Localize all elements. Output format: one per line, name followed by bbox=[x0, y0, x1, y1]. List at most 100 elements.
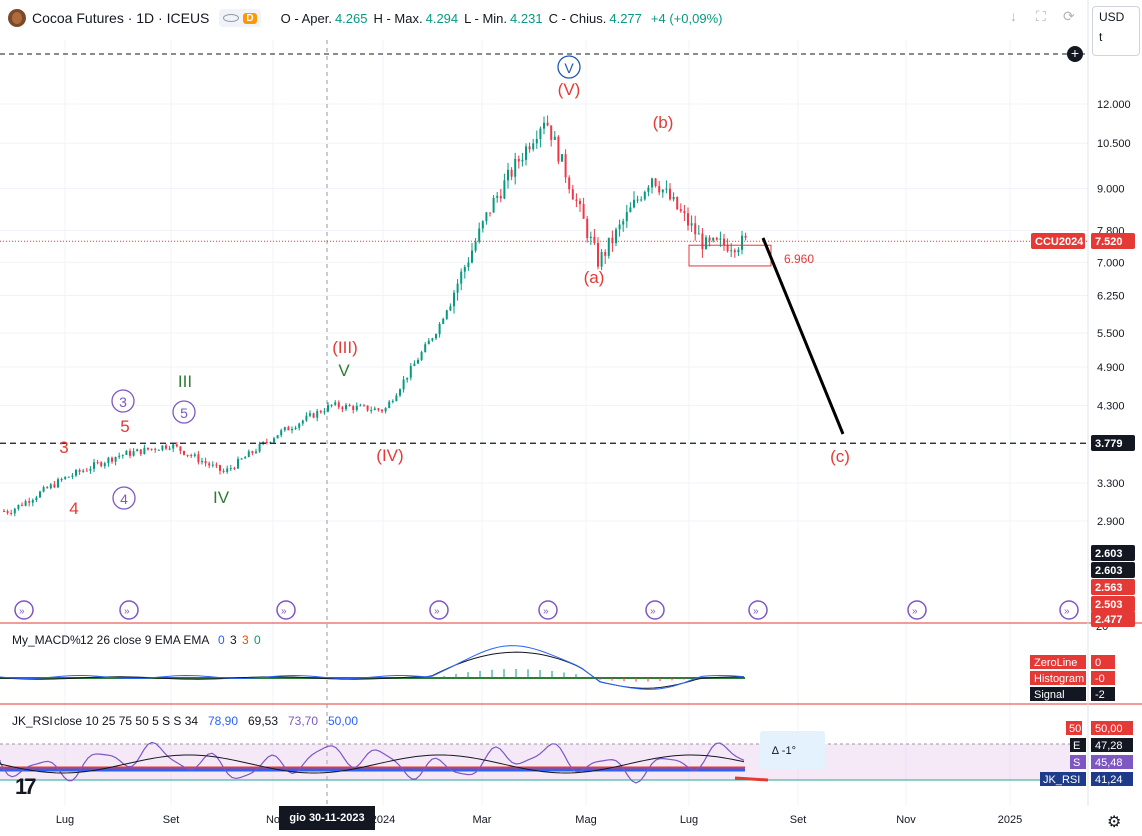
candle-body bbox=[255, 451, 257, 453]
candle-body bbox=[201, 461, 203, 463]
macd-legend-value-bg bbox=[1091, 687, 1115, 701]
candle-body bbox=[190, 455, 193, 457]
macd-value: 3 bbox=[242, 633, 249, 647]
candle-body bbox=[49, 484, 52, 489]
rsi-legend-name: 50 bbox=[1069, 723, 1081, 735]
rsi-legend-value: 47,28 bbox=[1095, 740, 1123, 752]
candle-body bbox=[579, 200, 581, 205]
price-label-bg bbox=[1031, 233, 1085, 249]
candle-body bbox=[532, 143, 535, 150]
replay-icon: » bbox=[281, 606, 287, 617]
price-axis: 12.00010.5009.0007.8007.0006.2505.5004.9… bbox=[1097, 99, 1131, 528]
wave-label-circle bbox=[172, 400, 196, 424]
price-tick-label: 10.500 bbox=[1097, 138, 1131, 150]
candle-body bbox=[442, 318, 445, 324]
candle-body bbox=[697, 233, 700, 235]
candle-body bbox=[618, 224, 621, 230]
rsi-legend-name-bg bbox=[1070, 755, 1086, 769]
currency-selector[interactable]: USD t bbox=[1092, 6, 1140, 56]
candle-body bbox=[489, 212, 491, 214]
candle-body bbox=[514, 158, 517, 177]
unit-value[interactable]: t bbox=[1099, 30, 1103, 44]
candle-body bbox=[647, 187, 650, 192]
rsi-legend-name-bg bbox=[1040, 772, 1086, 786]
candle-body bbox=[147, 447, 149, 450]
candle-body bbox=[226, 468, 229, 472]
candle-body bbox=[607, 237, 610, 256]
macd-pane: My_MACD%12 26 close 9 EMA EMA033020ZeroL… bbox=[0, 621, 1115, 701]
candle-body bbox=[355, 405, 358, 410]
candle-body bbox=[287, 427, 290, 431]
rsi-line bbox=[0, 741, 745, 784]
replay-icon: » bbox=[753, 606, 759, 617]
replay-icon: » bbox=[434, 606, 440, 617]
candle-body bbox=[733, 250, 736, 253]
wave-label: 4 bbox=[69, 499, 78, 518]
rsi-legend-name: S bbox=[1073, 757, 1080, 769]
price-tick-label: 5.500 bbox=[1097, 328, 1125, 340]
candle-body bbox=[17, 504, 20, 509]
candle-body bbox=[553, 136, 556, 140]
wave-label-circle bbox=[111, 389, 135, 413]
candle-body bbox=[309, 413, 311, 416]
macd-value: 3 bbox=[230, 633, 237, 647]
ohlc-key: L - Min. bbox=[464, 10, 508, 26]
wave-label: V bbox=[338, 361, 350, 380]
candle-body bbox=[744, 235, 747, 238]
candle-body bbox=[449, 306, 452, 311]
candle-body bbox=[129, 451, 131, 456]
candle-body bbox=[373, 408, 376, 411]
candle-body bbox=[193, 454, 196, 456]
candle-body bbox=[265, 441, 268, 443]
candle-body bbox=[78, 470, 81, 472]
fullscreen-icon[interactable]: ⛶ bbox=[1036, 8, 1046, 24]
candle-body bbox=[31, 500, 34, 503]
rsi-legend-value-bg bbox=[1091, 772, 1133, 786]
wave-label: (c) bbox=[830, 447, 850, 466]
wave-label: (a) bbox=[584, 268, 605, 287]
price-label: 2.477 bbox=[1095, 614, 1123, 626]
arrow-down-icon[interactable]: ↓ bbox=[1010, 8, 1017, 24]
ohlc-key: H - Max. bbox=[373, 10, 423, 26]
candle-body bbox=[719, 238, 722, 240]
price-label: 2.563 bbox=[1095, 582, 1123, 594]
candle-body bbox=[474, 241, 477, 251]
rsi-title: JK_RSI bbox=[12, 714, 53, 728]
visibility-controls[interactable]: D bbox=[219, 9, 261, 27]
rsi-legend-name: E bbox=[1073, 740, 1080, 752]
ohlc-key: O - Aper. bbox=[280, 10, 332, 26]
candle-body bbox=[438, 323, 441, 335]
macd-value: 0 bbox=[254, 633, 261, 647]
candle-body bbox=[417, 359, 419, 364]
tradingview-logo[interactable]: 17 bbox=[15, 774, 37, 799]
macd-legend-name: Histogram bbox=[1034, 673, 1084, 685]
time-tick-label: 2024 bbox=[371, 814, 395, 826]
candle-body bbox=[661, 189, 664, 193]
price-tick-label: 3.300 bbox=[1097, 478, 1125, 490]
replay-icon: » bbox=[124, 606, 130, 617]
rsi-legend-value-bg bbox=[1091, 721, 1133, 735]
refresh-icon[interactable]: ⟳ bbox=[1063, 8, 1075, 24]
candle-body bbox=[381, 409, 383, 412]
price-tick-label: 4.300 bbox=[1097, 400, 1125, 412]
currency-value[interactable]: USD bbox=[1099, 10, 1125, 24]
candle-body bbox=[280, 430, 283, 436]
candle-body bbox=[726, 244, 729, 252]
candle-body bbox=[622, 221, 625, 225]
candle-body bbox=[582, 204, 585, 219]
rsi-pane: JK_RSI close 10 25 75 50 5 S S 34 78,90 69,… bbox=[0, 714, 1133, 786]
candle-body bbox=[125, 451, 128, 455]
gear-icon[interactable]: ⚙ bbox=[1107, 814, 1122, 831]
price-labels: CCU2024 7.520 3.779 2.603 2.603 2.563 2.503 2.4… bbox=[1031, 233, 1135, 627]
add-plus-icon[interactable]: + bbox=[1067, 46, 1083, 62]
wave-label-circle bbox=[112, 486, 136, 510]
candle-body bbox=[658, 186, 661, 193]
symbol-title[interactable]: Cocoa Futures · 1D · ICEUS bbox=[32, 10, 210, 26]
time-tick-label: Nov bbox=[896, 814, 916, 826]
candle-body bbox=[708, 237, 711, 241]
candle-body bbox=[161, 445, 164, 450]
rsi-legend-value-bg bbox=[1091, 755, 1133, 769]
eye-icon[interactable] bbox=[223, 14, 240, 22]
replay-icon bbox=[748, 600, 768, 620]
